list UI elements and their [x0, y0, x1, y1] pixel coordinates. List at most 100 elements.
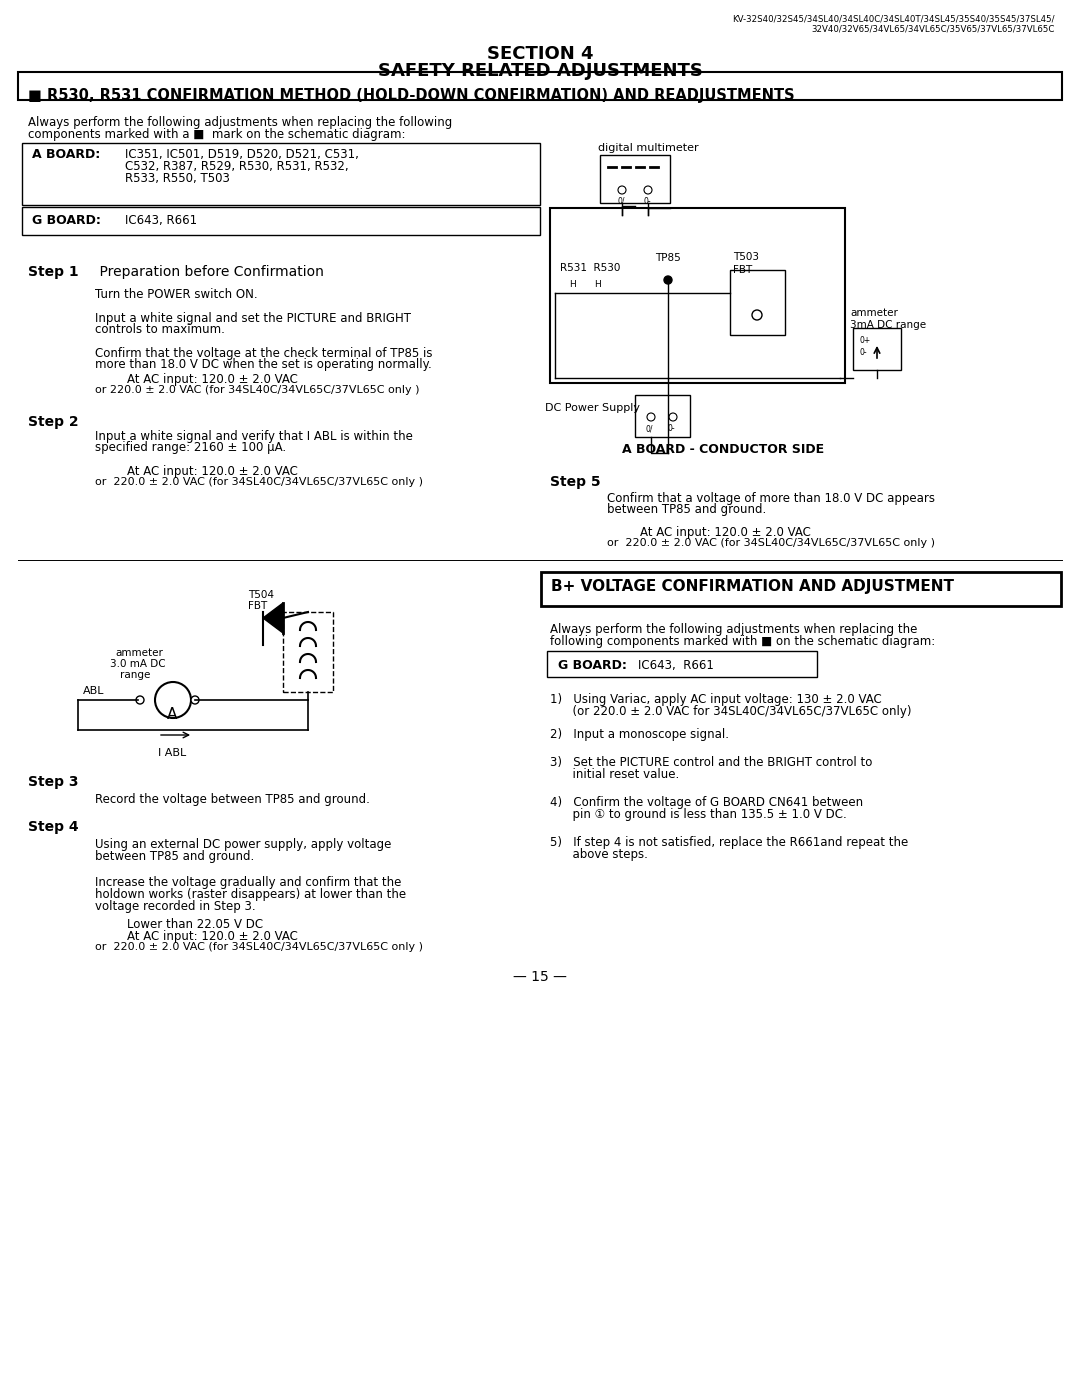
- Text: range: range: [120, 671, 150, 680]
- Text: Step 4: Step 4: [28, 820, 79, 834]
- Text: T504: T504: [248, 590, 274, 599]
- Circle shape: [752, 310, 762, 320]
- Text: — 15 —: — 15 —: [513, 970, 567, 983]
- Bar: [18, 73, 1062, 101]
- Text: 5)   If step 4 is not satisfied, replace the R661and repeat the: 5) If step 4 is not satisfied, replace t…: [550, 835, 908, 849]
- Text: R531  R530: R531 R530: [561, 263, 620, 272]
- Text: SAFETY RELATED ADJUSTMENTS: SAFETY RELATED ADJUSTMENTS: [378, 61, 702, 80]
- Text: Lower than 22.05 V DC: Lower than 22.05 V DC: [112, 918, 264, 930]
- Bar: [22, 142, 540, 205]
- Text: digital multimeter: digital multimeter: [598, 142, 699, 154]
- Text: H: H: [594, 279, 600, 289]
- Text: A: A: [167, 707, 177, 722]
- Text: Input a white signal and verify that I ABL is within the: Input a white signal and verify that I A…: [95, 430, 413, 443]
- Text: C532, R387, R529, R530, R531, R532,: C532, R387, R529, R530, R531, R532,: [125, 161, 349, 173]
- Text: H: H: [569, 279, 576, 289]
- Circle shape: [644, 186, 652, 194]
- Text: R533, R550, T503: R533, R550, T503: [125, 172, 230, 184]
- Text: IC643,  R661: IC643, R661: [638, 659, 714, 672]
- Text: 3.0 mA DC: 3.0 mA DC: [110, 659, 165, 669]
- Text: initial reset value.: initial reset value.: [550, 768, 679, 781]
- Text: Step 2: Step 2: [28, 415, 79, 429]
- Bar: [600, 155, 670, 203]
- Circle shape: [156, 682, 191, 718]
- Text: Step 1: Step 1: [28, 265, 79, 279]
- Text: T503: T503: [733, 251, 759, 263]
- Text: specified range: 2160 ± 100 μA.: specified range: 2160 ± 100 μA.: [95, 441, 286, 454]
- Text: or  220.0 ± 2.0 VAC (for 34SL40C/34VL65C/37VL65C only ): or 220.0 ± 2.0 VAC (for 34SL40C/34VL65C/…: [95, 942, 423, 951]
- Text: following components marked with ■ on the schematic diagram:: following components marked with ■ on th…: [550, 636, 935, 648]
- Text: Input a white signal and set the PICTURE and BRIGHT: Input a white signal and set the PICTURE…: [95, 312, 411, 326]
- Text: At AC input: 120.0 ± 2.0 VAC: At AC input: 120.0 ± 2.0 VAC: [112, 373, 298, 386]
- Text: 0+: 0+: [859, 337, 870, 345]
- Text: Using an external DC power supply, apply voltage: Using an external DC power supply, apply…: [95, 838, 391, 851]
- Circle shape: [618, 186, 626, 194]
- Text: I ABL: I ABL: [158, 747, 186, 759]
- Bar: [635, 395, 690, 437]
- Circle shape: [664, 277, 672, 284]
- Text: between TP85 and ground.: between TP85 and ground.: [95, 849, 254, 863]
- Text: Increase the voltage gradually and confirm that the: Increase the voltage gradually and confi…: [95, 876, 402, 888]
- Text: Step 5: Step 5: [550, 475, 600, 489]
- Circle shape: [669, 414, 677, 420]
- Bar: [22, 207, 540, 235]
- Text: G BOARD:: G BOARD:: [558, 659, 626, 672]
- Text: TP85: TP85: [654, 253, 680, 263]
- Text: or 220.0 ± 2.0 VAC (for 34SL40C/34VL65C/37VL65C only ): or 220.0 ± 2.0 VAC (for 34SL40C/34VL65C/…: [95, 386, 419, 395]
- Text: At AC input: 120.0 ± 2.0 VAC: At AC input: 120.0 ± 2.0 VAC: [112, 465, 298, 478]
- Text: Turn the POWER switch ON.: Turn the POWER switch ON.: [95, 288, 258, 300]
- Bar: [541, 571, 1061, 606]
- Text: IC643, R661: IC643, R661: [125, 214, 198, 226]
- Text: or  220.0 ± 2.0 VAC (for 34SL40C/34VL65C/37VL65C only ): or 220.0 ± 2.0 VAC (for 34SL40C/34VL65C/…: [95, 476, 423, 488]
- Bar: [546, 651, 816, 678]
- Text: ■ R530, R531 CONFIRMATION METHOD (HOLD-DOWN CONFIRMATION) AND READJUSTMENTS: ■ R530, R531 CONFIRMATION METHOD (HOLD-D…: [28, 88, 795, 103]
- Text: B+ VOLTAGE CONFIRMATION AND ADJUSTMENT: B+ VOLTAGE CONFIRMATION AND ADJUSTMENT: [551, 578, 954, 594]
- Text: holdown works (raster disappears) at lower than the: holdown works (raster disappears) at low…: [95, 888, 406, 901]
- Text: SECTION 4: SECTION 4: [487, 45, 593, 63]
- Text: ammeter: ammeter: [850, 307, 897, 319]
- Bar: [283, 612, 333, 692]
- Circle shape: [136, 696, 144, 704]
- Text: Confirm that the voltage at the check terminal of TP85 is: Confirm that the voltage at the check te…: [95, 346, 432, 360]
- Text: or  220.0 ± 2.0 VAC (for 34SL40C/34VL65C/37VL65C only ): or 220.0 ± 2.0 VAC (for 34SL40C/34VL65C/…: [607, 538, 935, 548]
- Text: KV-32S40/32S45/34SL40/34SL40C/34SL40T/34SL45/35S40/35S45/37SL45/: KV-32S40/32S45/34SL40/34SL40C/34SL40T/34…: [732, 15, 1055, 24]
- Text: Confirm that a voltage of more than 18.0 V DC appears: Confirm that a voltage of more than 18.0…: [607, 492, 935, 504]
- Text: Preparation before Confirmation: Preparation before Confirmation: [82, 265, 324, 279]
- Text: 3)   Set the PICTURE control and the BRIGHT control to: 3) Set the PICTURE control and the BRIGH…: [550, 756, 873, 768]
- Text: 0/: 0/: [617, 197, 624, 205]
- Bar: [853, 328, 901, 370]
- Text: more than 18.0 V DC when the set is operating normally.: more than 18.0 V DC when the set is oper…: [95, 358, 432, 372]
- Text: FBT: FBT: [248, 601, 267, 610]
- Bar: [550, 208, 845, 383]
- Text: between TP85 and ground.: between TP85 and ground.: [607, 503, 766, 515]
- Text: DC Power Supply: DC Power Supply: [545, 402, 640, 414]
- Text: At AC input: 120.0 ± 2.0 VAC: At AC input: 120.0 ± 2.0 VAC: [625, 527, 811, 539]
- Text: G BOARD:: G BOARD:: [32, 214, 100, 226]
- Circle shape: [191, 696, 199, 704]
- Text: Step 3: Step 3: [28, 775, 79, 789]
- Bar: [730, 270, 785, 335]
- Text: Always perform the following adjustments when replacing the following: Always perform the following adjustments…: [28, 116, 453, 129]
- Text: IC351, IC501, D519, D520, D521, C531,: IC351, IC501, D519, D520, D521, C531,: [125, 148, 359, 161]
- Text: A BOARD - CONDUCTOR SIDE: A BOARD - CONDUCTOR SIDE: [622, 443, 824, 455]
- Text: At AC input: 120.0 ± 2.0 VAC: At AC input: 120.0 ± 2.0 VAC: [112, 930, 298, 943]
- Text: 0-: 0-: [643, 197, 650, 205]
- Text: ammeter: ammeter: [114, 648, 163, 658]
- Polygon shape: [264, 604, 283, 633]
- Text: pin ① to ground is less than 135.5 ± 1.0 V DC.: pin ① to ground is less than 135.5 ± 1.0…: [550, 807, 847, 821]
- Text: components marked with a ■  mark on the schematic diagram:: components marked with a ■ mark on the s…: [28, 129, 405, 141]
- Text: 4)   Confirm the voltage of G BOARD CN641 between: 4) Confirm the voltage of G BOARD CN641 …: [550, 796, 863, 809]
- Text: 0-: 0-: [859, 348, 866, 358]
- Text: Always perform the following adjustments when replacing the: Always perform the following adjustments…: [550, 623, 917, 636]
- Text: voltage recorded in Step 3.: voltage recorded in Step 3.: [95, 900, 256, 914]
- Text: 3mA DC range: 3mA DC range: [850, 320, 927, 330]
- Text: 0/: 0/: [645, 425, 652, 433]
- Text: 0-: 0-: [669, 425, 676, 433]
- Text: A BOARD:: A BOARD:: [32, 148, 100, 161]
- Text: 1)   Using Variac, apply AC input voltage: 130 ± 2.0 VAC: 1) Using Variac, apply AC input voltage:…: [550, 693, 881, 705]
- Circle shape: [647, 414, 654, 420]
- Text: controls to maximum.: controls to maximum.: [95, 323, 225, 337]
- Text: Record the voltage between TP85 and ground.: Record the voltage between TP85 and grou…: [95, 793, 369, 806]
- Text: (or 220.0 ± 2.0 VAC for 34SL40C/34VL65C/37VL65C only): (or 220.0 ± 2.0 VAC for 34SL40C/34VL65C/…: [550, 705, 912, 718]
- Text: 2)   Input a monoscope signal.: 2) Input a monoscope signal.: [550, 728, 729, 740]
